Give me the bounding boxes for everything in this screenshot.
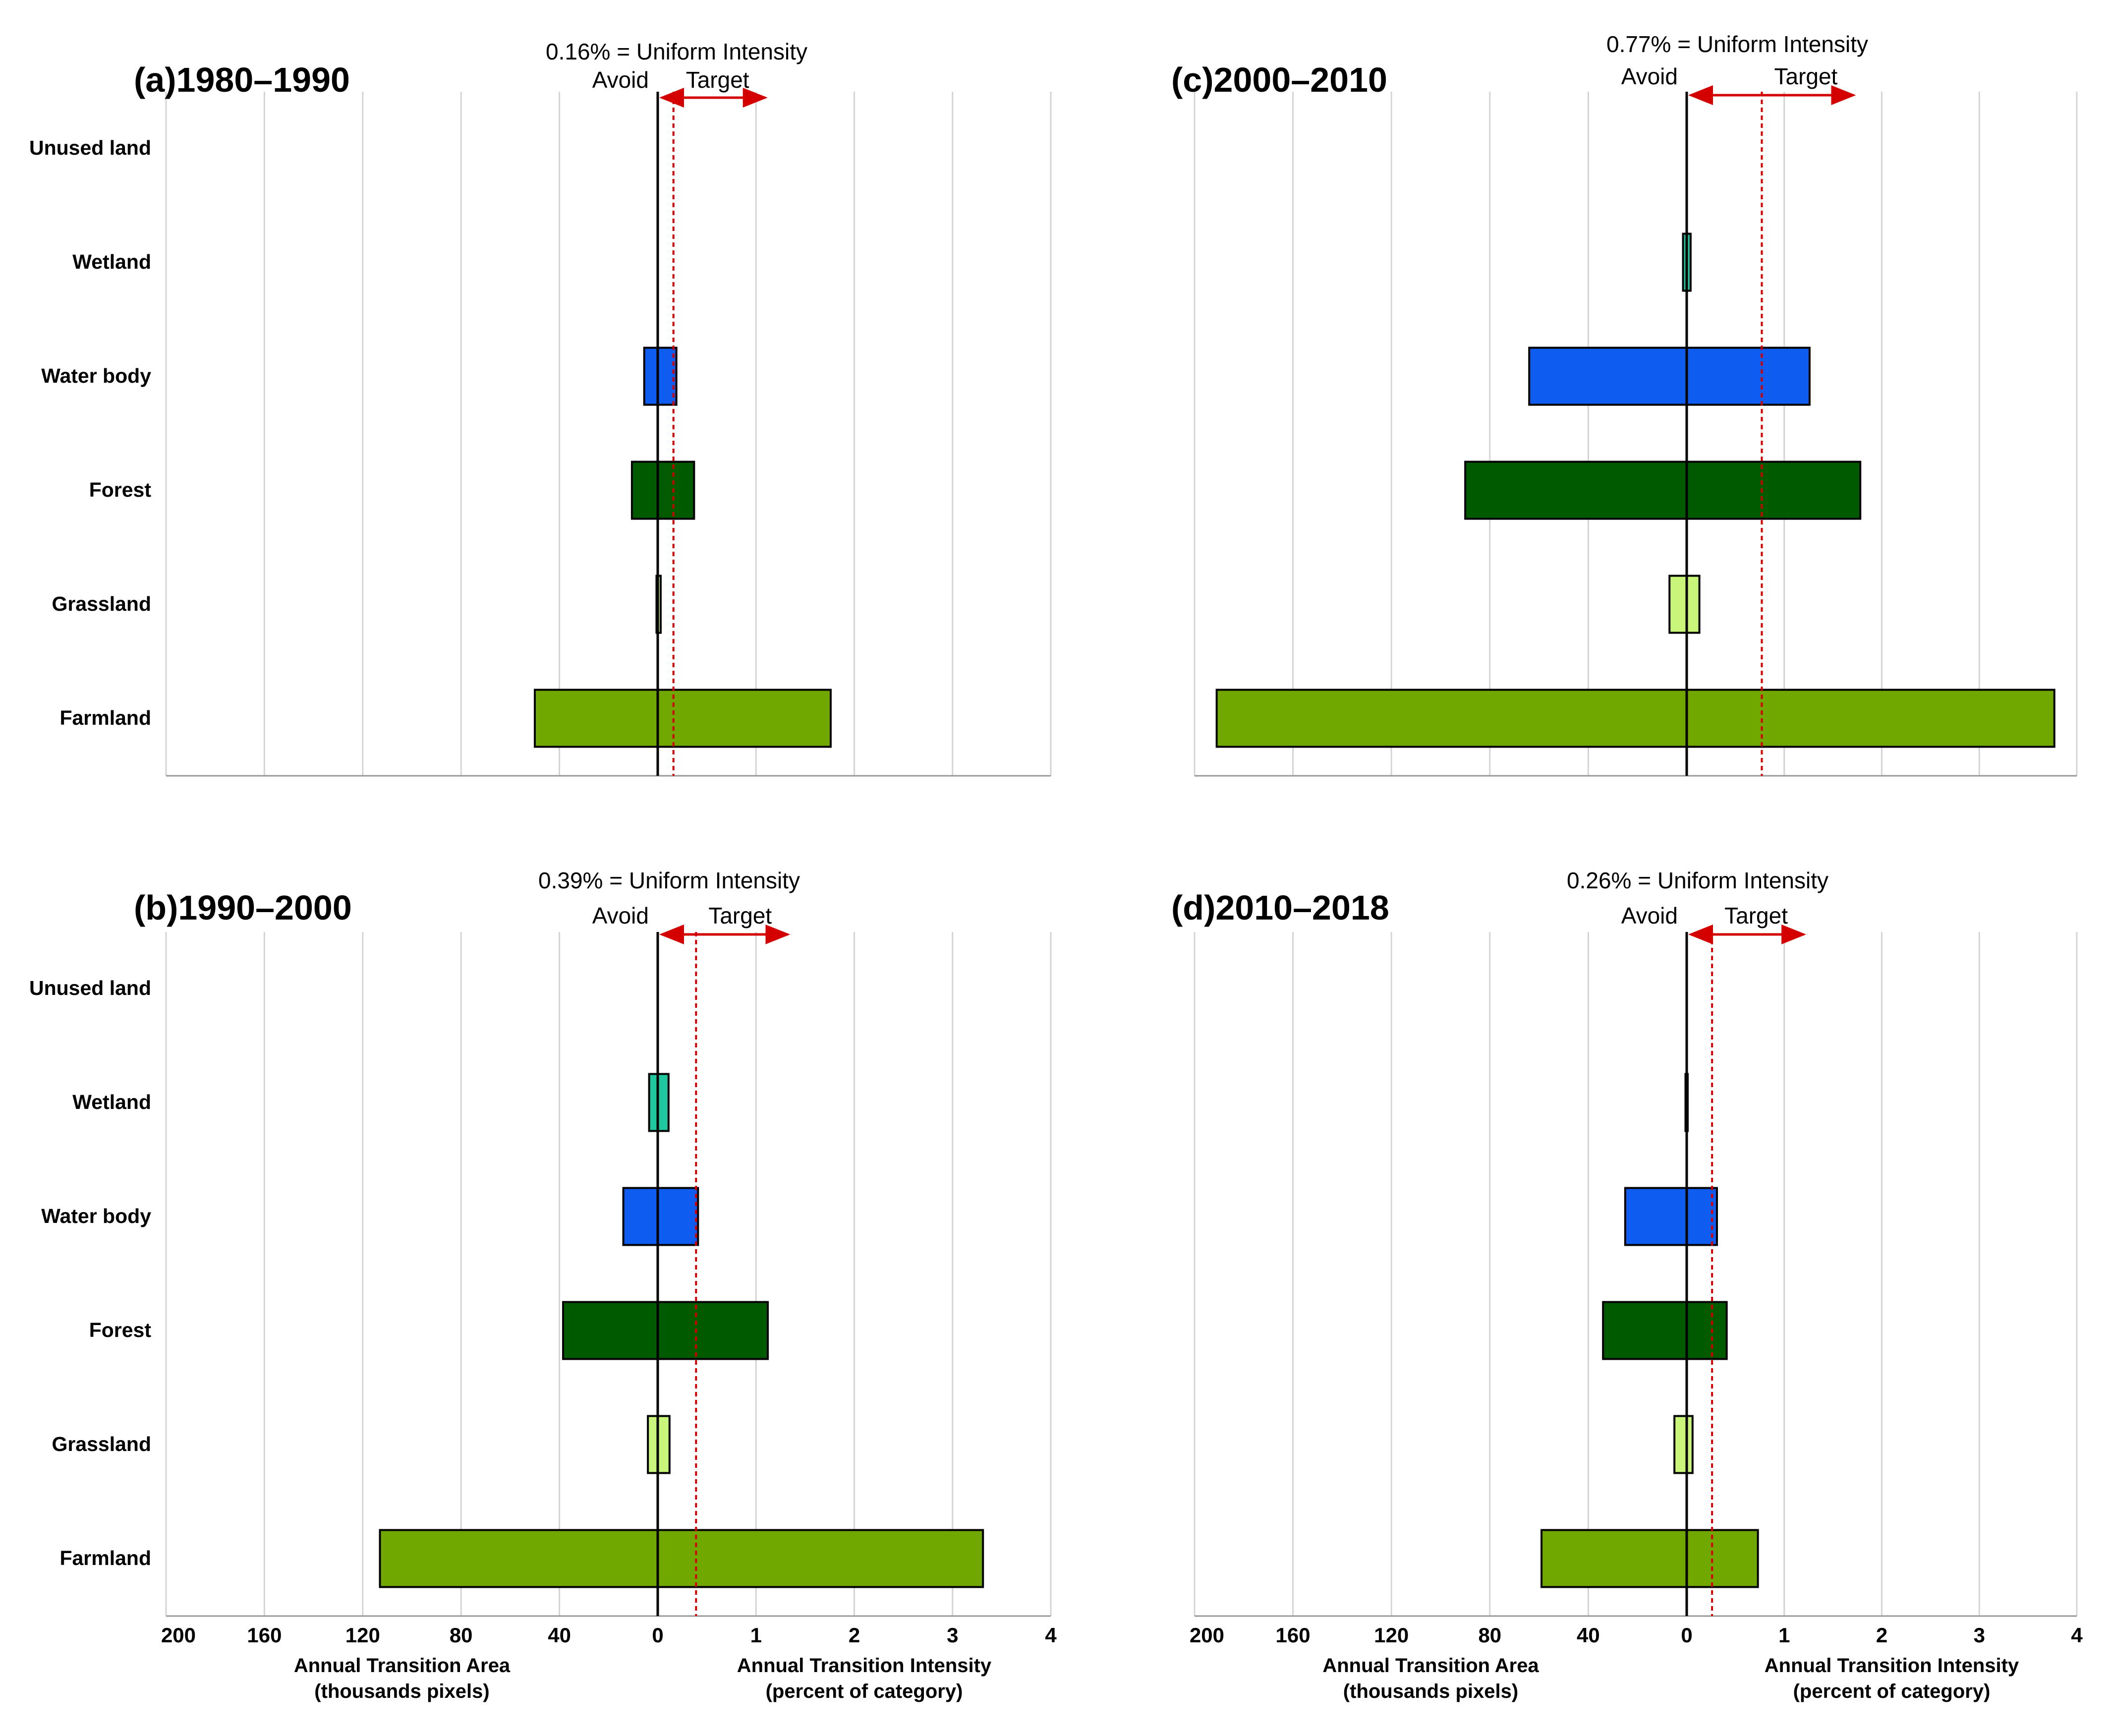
intensity-bar-farmland — [657, 1529, 984, 1588]
x-tick-label: 0 — [652, 1623, 663, 1647]
uniform-intensity-label: 0.26% = Uniform Intensity — [1567, 868, 1828, 893]
x-tick-label: 40 — [1577, 1623, 1600, 1647]
panel-title: (d)2010–2018 — [1171, 888, 1389, 927]
uniform-intensity-label: 0.39% = Uniform Intensity — [538, 868, 800, 893]
left-axis-subtitle: (thousands pixels) — [314, 1680, 489, 1702]
category-label-grassland: Grassland — [52, 1433, 151, 1455]
x-tick-label: 80 — [450, 1623, 473, 1647]
x-tick-label: 1 — [750, 1623, 762, 1647]
chart-panel-b: Unused land Wetland Water body Forest Grassl… — [29, 868, 1057, 1702]
category-label-unused-land: Unused land — [29, 977, 151, 999]
area-bar-forest — [1464, 461, 1688, 520]
chart-panel-a: Unused land Wetland Water body Forest Grassl… — [29, 39, 1052, 777]
intensity-bar-water-body — [657, 1187, 699, 1246]
intensity-bar-forest — [657, 461, 695, 520]
intensity-bar-farmland — [1686, 1529, 1759, 1588]
area-bar-farmland — [534, 689, 659, 748]
panel-title: (b)1990–2000 — [134, 888, 352, 927]
area-bar-forest — [562, 1301, 659, 1360]
left-axis-title: Annual Transition Area — [294, 1655, 511, 1677]
x-tick-label: 160 — [1276, 1623, 1311, 1647]
intensity-bar-forest — [1686, 1301, 1728, 1360]
intensity-bar-forest — [657, 1301, 769, 1360]
area-bar-forest — [1602, 1301, 1688, 1360]
right-axis-title: Annual Transition Intensity — [737, 1655, 992, 1677]
category-label-grassland: Grassland — [52, 592, 151, 615]
area-bar-forest — [630, 461, 659, 520]
right-axis-subtitle: (percent of category) — [766, 1680, 963, 1702]
panel-title: (c)2000–2010 — [1171, 60, 1387, 99]
area-bar-water-body — [1624, 1187, 1688, 1246]
chart-panel-c: (c)2000–2010 0.77% = Uniform Intensity Avo… — [1171, 31, 2078, 777]
x-tick-label: 4 — [1045, 1623, 1057, 1647]
right-axis-subtitle: (percent of category) — [1793, 1680, 1991, 1702]
area-bar-farmland — [1540, 1529, 1688, 1588]
area-bar-grassland — [1668, 575, 1688, 634]
intensity-bar-farmland — [657, 689, 832, 748]
intensity-bar-water-body — [1686, 347, 1811, 406]
left-axis-title: Annual Transition Area — [1322, 1655, 1539, 1677]
x-tick-label: 40 — [548, 1623, 571, 1647]
intensity-bar-grassland — [1686, 575, 1701, 634]
category-label-forest: Forest — [89, 478, 152, 501]
area-bar-farmland — [379, 1529, 659, 1588]
category-label-farmland: Farmland — [59, 706, 151, 729]
chart-panel-d: (d)2010–2018 0.26% = Uniform Intensity Avo… — [1171, 868, 2083, 1702]
area-bar-grassland — [1673, 1415, 1688, 1474]
x-tick-label: 200 — [161, 1623, 196, 1647]
left-axis-subtitle: (thousands pixels) — [1343, 1680, 1518, 1702]
intensity-bar-forest — [1686, 461, 1862, 520]
target-label: Target — [1774, 63, 1837, 89]
uniform-intensity-label: 0.77% = Uniform Intensity — [1606, 31, 1868, 57]
avoid-label: Avoid — [1621, 63, 1678, 89]
area-bar-water-body — [1528, 347, 1688, 406]
avoid-label: Avoid — [592, 903, 649, 928]
x-tick-label: 200 — [1190, 1623, 1224, 1647]
area-bar-grassland — [647, 1415, 659, 1474]
x-tick-label: 3 — [947, 1623, 958, 1647]
category-label-water-body: Water body — [41, 1205, 151, 1227]
x-tick-label: 0 — [1681, 1623, 1692, 1647]
x-tick-label: 3 — [1974, 1623, 1985, 1647]
panel-title: (a)1980–1990 — [134, 60, 350, 99]
target-label: Target — [708, 903, 772, 928]
avoid-label: Avoid — [592, 67, 649, 93]
area-bar-water-body — [643, 347, 659, 406]
avoid-label: Avoid — [1621, 903, 1678, 928]
category-label-wetland: Wetland — [72, 250, 151, 273]
x-tick-label: 2 — [849, 1623, 860, 1647]
category-label-wetland: Wetland — [72, 1091, 151, 1113]
x-tick-label: 2 — [1876, 1623, 1887, 1647]
intensity-bar-wetland — [657, 1073, 670, 1132]
area-bar-water-body — [622, 1187, 659, 1246]
category-label-unused-land: Unused land — [29, 136, 151, 159]
x-tick-label: 160 — [247, 1623, 282, 1647]
target-label: Target — [1724, 903, 1788, 928]
x-tick-label: 80 — [1478, 1623, 1501, 1647]
target-label: Target — [686, 67, 749, 93]
area-bar-farmland — [1215, 689, 1688, 748]
category-label-water-body: Water body — [41, 364, 151, 387]
x-tick-label: 1 — [1778, 1623, 1790, 1647]
uniform-intensity-label: 0.16% = Uniform Intensity — [546, 39, 807, 64]
category-label-forest: Forest — [89, 1319, 152, 1341]
x-tick-label: 120 — [1374, 1623, 1409, 1647]
x-tick-label: 4 — [2071, 1623, 2083, 1647]
intensity-bar-farmland — [1686, 689, 2055, 748]
intensity-bar-grassland — [657, 1415, 671, 1474]
area-bar-wetland — [648, 1073, 659, 1132]
category-label-farmland: Farmland — [59, 1547, 151, 1569]
right-axis-title: Annual Transition Intensity — [1765, 1655, 2019, 1677]
x-tick-label: 120 — [345, 1623, 380, 1647]
